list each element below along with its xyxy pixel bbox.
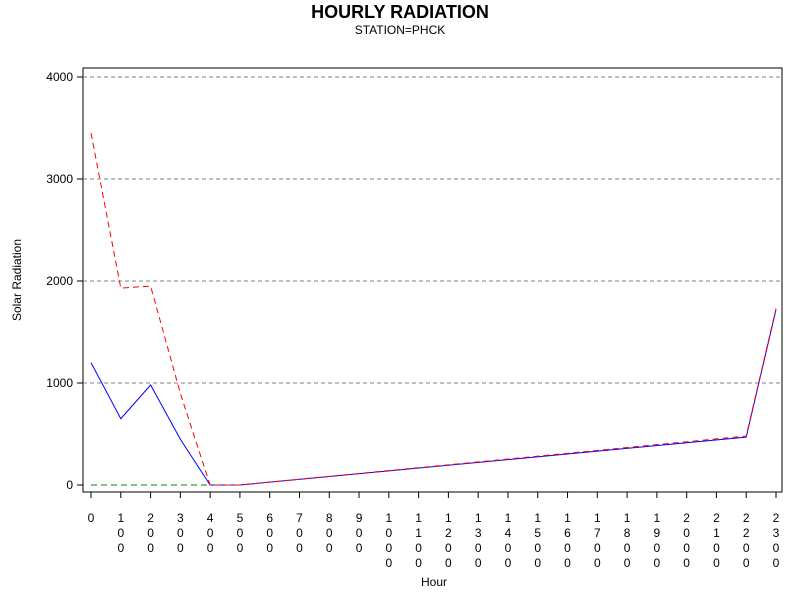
y-tick-label: 3000 bbox=[46, 172, 73, 186]
x-axis: 0 1 0 0 2 0 0 3 0 0 4 0 0 5 0 0 6 0 0 7 0 0 8 0 0 9 0 0 1 0 0 0 1 1 0 0 1 2 0 0… bbox=[88, 492, 780, 570]
plot-frame bbox=[82, 67, 783, 493]
y-tick-label: 4000 bbox=[46, 70, 73, 84]
series-line-1 bbox=[90, 133, 777, 486]
chart-subtitle: STATION=PHCK bbox=[354, 23, 446, 37]
x-tick-label: 0 bbox=[88, 511, 95, 525]
x-axis-label: Hour bbox=[421, 575, 447, 589]
series-line-0 bbox=[90, 309, 777, 486]
series-group bbox=[90, 133, 777, 486]
grid-lines bbox=[83, 76, 782, 384]
y-axis: 0 1000 2000 3000 4000 bbox=[46, 70, 83, 492]
y-tick-label: 0 bbox=[66, 478, 73, 492]
y-tick-label: 2000 bbox=[46, 274, 73, 288]
y-axis-label: Solar Radiation bbox=[10, 239, 24, 321]
chart-title: HOURLY RADIATION bbox=[311, 2, 489, 22]
y-tick-label: 1000 bbox=[46, 376, 73, 390]
